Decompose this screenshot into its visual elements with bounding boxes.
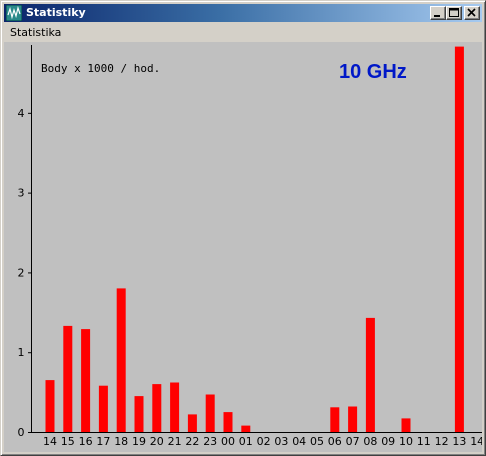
x-tick-label: 22 — [185, 435, 199, 448]
bar-hour-22-8 — [187, 414, 197, 432]
x-tick-label: 06 — [328, 435, 342, 448]
bar-hour-21-7 — [170, 382, 180, 432]
x-tick-label: 12 — [435, 435, 449, 448]
minimize-icon — [434, 15, 440, 17]
x-tick-label: 23 — [203, 435, 217, 448]
x-tick-label: 09 — [381, 435, 395, 448]
bar-hour-06-16 — [330, 407, 340, 432]
bar-hour-23-9 — [205, 394, 215, 432]
bar-hour-10-20 — [401, 418, 411, 432]
y-tick-label: 0 — [18, 426, 25, 439]
y-tick-label: 4 — [18, 107, 25, 120]
x-tick-label: 18 — [114, 435, 128, 448]
close-button[interactable] — [464, 6, 480, 20]
y-tick-label: 3 — [18, 187, 25, 200]
window-title: Statistiky — [26, 6, 86, 19]
x-tick-label: 16 — [79, 435, 93, 448]
maximize-icon — [449, 8, 459, 17]
bar-hour-20-6 — [152, 384, 162, 432]
bar-hour-13-23 — [454, 46, 464, 432]
x-tick-label: 05 — [310, 435, 324, 448]
x-tick-label: 01 — [239, 435, 253, 448]
minimize-button[interactable] — [430, 6, 446, 20]
bar-hour-16-2 — [81, 329, 91, 432]
x-tick-label: 03 — [274, 435, 288, 448]
wave-window-icon — [6, 5, 22, 21]
x-tick-label: 11 — [417, 435, 431, 448]
x-tick-label: 10 — [399, 435, 413, 448]
y-axis-label: Body x 1000 / hod. — [41, 62, 160, 75]
x-tick-label: 19 — [132, 435, 146, 448]
x-tick-label: 21 — [168, 435, 182, 448]
x-tick-label: 04 — [292, 435, 306, 448]
close-icon — [467, 8, 476, 17]
bar-hour-00-10 — [223, 412, 233, 432]
x-tick-label: 07 — [346, 435, 360, 448]
bar-hour-01-11 — [241, 425, 251, 432]
title-bar[interactable]: Statistiky — [4, 4, 482, 22]
x-tick-label: 08 — [363, 435, 377, 448]
x-tick-label: 00 — [221, 435, 235, 448]
x-tick-label: 20 — [150, 435, 164, 448]
bar-hour-18-4 — [116, 288, 126, 432]
x-tick-label: 14 — [43, 435, 57, 448]
bar-hour-08-18 — [365, 317, 375, 432]
menu-bar: Statistika — [4, 23, 482, 42]
x-tick-label: 02 — [257, 435, 271, 448]
x-tick-label: 13 — [452, 435, 466, 448]
bar-hour-17-3 — [98, 385, 108, 432]
menu-statistika[interactable]: Statistika — [10, 26, 62, 39]
bar-hour-14-0 — [45, 380, 55, 432]
x-tick-label: 17 — [96, 435, 110, 448]
x-tick-label: 14 — [470, 435, 482, 448]
y-tick-label: 2 — [18, 266, 25, 279]
x-tick-label: 15 — [61, 435, 75, 448]
bar-hour-07-17 — [348, 406, 358, 432]
chart-title: 10 GHz — [339, 61, 407, 83]
bar-hour-15-1 — [63, 325, 73, 432]
y-tick-label: 1 — [18, 346, 25, 359]
maximize-button[interactable] — [446, 6, 462, 20]
bar-hour-19-5 — [134, 396, 144, 432]
